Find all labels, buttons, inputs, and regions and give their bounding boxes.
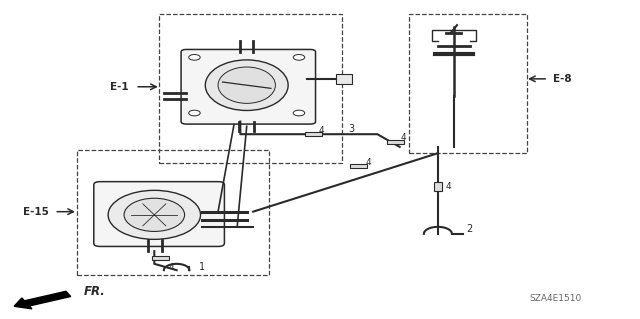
Bar: [409, 14, 527, 153]
Text: 4: 4: [168, 263, 174, 272]
Text: SZA4E1510: SZA4E1510: [530, 294, 582, 303]
Bar: [159, 14, 342, 163]
Text: E-1: E-1: [110, 82, 129, 92]
FancyBboxPatch shape: [94, 182, 225, 247]
Bar: [434, 182, 442, 191]
Circle shape: [293, 110, 305, 116]
Ellipse shape: [205, 60, 288, 110]
FancyBboxPatch shape: [181, 49, 316, 124]
Ellipse shape: [218, 67, 275, 103]
Circle shape: [293, 55, 305, 60]
Ellipse shape: [124, 198, 184, 232]
Text: E-15: E-15: [23, 207, 49, 217]
Text: FR.: FR.: [84, 285, 106, 298]
Circle shape: [189, 110, 200, 116]
Text: 3: 3: [349, 124, 355, 135]
Bar: [152, 256, 170, 260]
Circle shape: [189, 55, 200, 60]
Text: 4: 4: [401, 133, 406, 143]
Bar: [305, 132, 322, 136]
Bar: [336, 74, 352, 84]
Text: 4: 4: [318, 126, 324, 135]
Bar: [387, 140, 404, 144]
Text: E-8: E-8: [552, 74, 572, 84]
Ellipse shape: [108, 190, 200, 239]
Text: 2: 2: [467, 224, 473, 234]
FancyArrow shape: [14, 291, 70, 309]
Text: 1: 1: [199, 262, 205, 272]
Bar: [349, 164, 367, 168]
Text: 4: 4: [445, 182, 451, 191]
Text: 4: 4: [366, 158, 371, 167]
Bar: [77, 150, 269, 275]
